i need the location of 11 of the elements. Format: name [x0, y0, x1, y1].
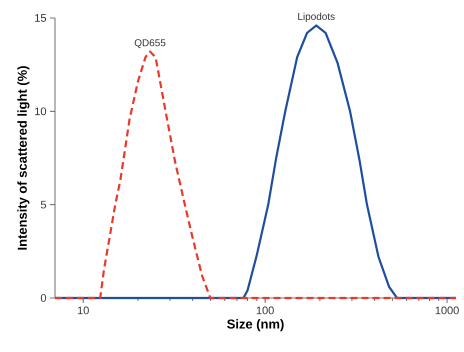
x-axis-title: Size (nm)	[227, 319, 284, 332]
y-tick-label: 10	[35, 107, 46, 116]
series-label: Lipodots	[298, 12, 335, 22]
y-tick-label: 0	[40, 294, 46, 302]
y-tick-label: 15	[35, 14, 46, 22]
series-label: QD655	[134, 39, 166, 48]
x-tick-label: 1000	[436, 306, 459, 314]
x-tick-label: 100	[256, 306, 274, 314]
y-tick-label: 5	[40, 200, 46, 208]
y-axis-title: Intensity of scattered light (%)	[17, 66, 30, 250]
x-tick-label: 10	[78, 306, 89, 314]
